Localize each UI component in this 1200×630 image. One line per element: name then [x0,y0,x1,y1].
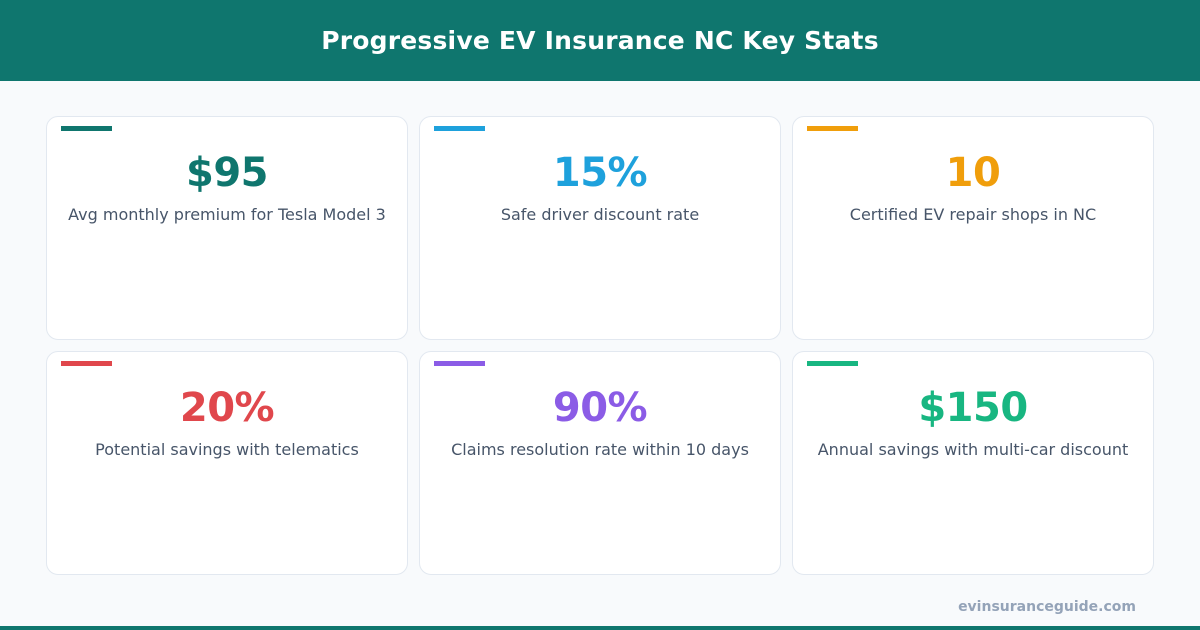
stat-value: 10 [945,150,1001,196]
stat-card-avg-premium: $95 Avg monthly premium for Tesla Model … [46,116,408,340]
stat-card-claims-resolution: 90% Claims resolution rate within 10 day… [419,351,781,575]
stat-label: Potential savings with telematics [95,440,359,459]
stat-label: Annual savings with multi-car discount [817,440,1129,459]
stat-card-telematics-savings: 20% Potential savings with telematics [46,351,408,575]
stat-label: Claims resolution rate within 10 days [451,440,749,459]
stat-value: $95 [186,150,269,196]
stat-card-repair-shops: 10 Certified EV repair shops in NC [792,116,1154,340]
accent-bar [807,361,858,366]
bottom-accent-bar [0,626,1200,630]
stat-card-safe-driver-discount: 15% Safe driver discount rate [419,116,781,340]
stat-card-multi-car-savings: $150 Annual savings with multi-car disco… [792,351,1154,575]
page-title: Progressive EV Insurance NC Key Stats [321,26,879,55]
stat-value: $150 [918,385,1028,431]
accent-bar [61,361,112,366]
stat-value: 15% [552,150,648,196]
accent-bar [807,126,858,131]
accent-bar [434,361,485,366]
header-banner: Progressive EV Insurance NC Key Stats [0,0,1200,81]
stat-label: Safe driver discount rate [500,205,700,224]
accent-bar [434,126,485,131]
stat-label: Certified EV repair shops in NC [849,205,1097,224]
stat-label: Avg monthly premium for Tesla Model 3 [68,205,386,224]
stats-grid: $95 Avg monthly premium for Tesla Model … [46,116,1154,575]
site-url: evinsuranceguide.com [958,599,1136,615]
stat-value: 90% [552,385,648,431]
stat-value: 20% [179,385,275,431]
accent-bar [61,126,112,131]
